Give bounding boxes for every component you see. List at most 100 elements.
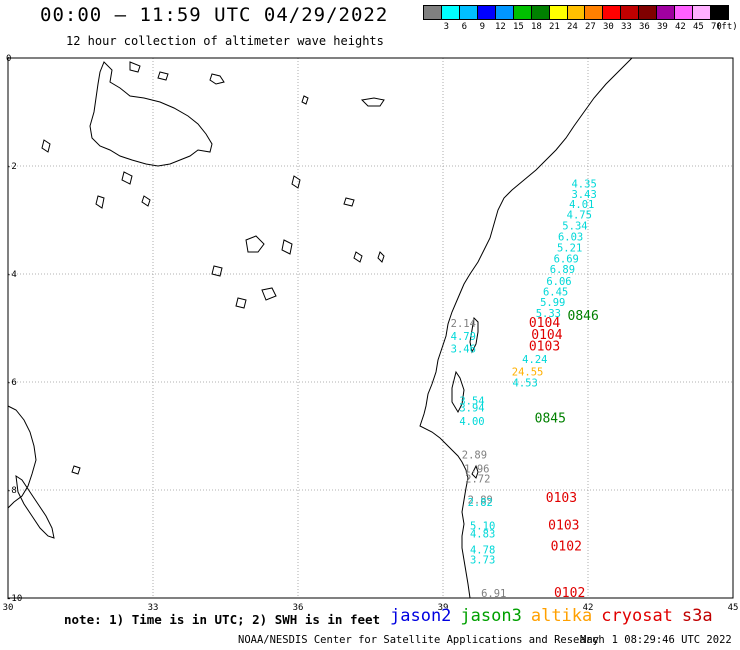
mainland-coastline: [419, 57, 633, 599]
lake-island: [157, 71, 169, 81]
wave-height-color-legend: [423, 5, 729, 20]
map-frame: [7, 57, 734, 599]
legend-swatch: [639, 6, 658, 19]
small-lake-4: [41, 139, 51, 153]
wave-height-value: 4.00: [459, 416, 484, 428]
small-lake-8: [141, 195, 151, 207]
legend-swatch: [513, 6, 532, 19]
small-lake-1: [209, 73, 225, 85]
legend-swatch: [495, 6, 514, 19]
satellite-legend: jason2 jason3 altika cryosat s3a: [390, 606, 722, 626]
generated-timestamp: May 1 08:29:46 UTC 2022: [580, 634, 732, 646]
zanzibar-island: [451, 370, 465, 414]
legend-swatch: [441, 6, 460, 19]
wave-height-value: 4.79: [451, 331, 476, 343]
small-lake-6: [95, 195, 105, 209]
page-title: 00:00 – 11:59 UTC 04/29/2022: [40, 4, 389, 26]
small-lake-14: [235, 297, 247, 309]
wave-height-value: 5.10: [470, 520, 495, 532]
longitude-tick-labels: 30 33 36 39 42 45: [3, 603, 739, 613]
small-lake-12: [211, 265, 223, 277]
latitude-label: 0: [6, 54, 11, 64]
longitude-label: 45: [728, 603, 739, 613]
wave-height-value: 4.24: [522, 354, 547, 366]
satellite-legend-jason2: jason2: [390, 606, 452, 626]
legend-swatch: [711, 6, 728, 19]
small-lake-9: [343, 197, 355, 207]
wave-height-value: 3.43: [571, 189, 596, 201]
longitude-label: 39: [438, 603, 449, 613]
pemba-island: [469, 316, 479, 354]
small-lake-2: [360, 97, 385, 107]
small-lake-3: [301, 95, 309, 105]
wave-height-value: 4.83: [470, 529, 495, 541]
legend-swatch: [603, 6, 622, 19]
legend-label: 70: [710, 22, 722, 32]
small-lake-15: [353, 251, 363, 263]
wave-height-value: 4.78: [470, 545, 495, 557]
small-lake-11: [281, 239, 293, 255]
legend-label: 24: [566, 22, 578, 32]
longitude-label: 33: [148, 603, 159, 613]
legend-label: 42: [674, 22, 686, 32]
legend-swatch: [531, 6, 550, 19]
wave-height-value: 6.03: [558, 232, 583, 244]
legend-label: 12: [494, 22, 506, 32]
small-lake-7: [291, 175, 301, 189]
pass-time-label: 0103: [548, 518, 579, 533]
pass-time-label: 0103: [529, 340, 560, 355]
legend-label: 39: [656, 22, 668, 32]
satellite-legend-altika: altika: [530, 606, 593, 626]
latitude-label: -4: [6, 270, 17, 280]
small-lake-17: [71, 465, 81, 475]
satellite-legend-s3a: s3a: [681, 606, 713, 626]
legend-label: 33: [620, 22, 632, 32]
wave-height-value: 5.33: [536, 308, 561, 320]
wave-height-value: 2.89: [462, 450, 487, 462]
pass-time-label: 0102: [551, 539, 582, 554]
legend-label: 36: [638, 22, 650, 32]
legend-swatch: [621, 6, 640, 19]
legend-swatch: [585, 6, 604, 19]
wave-height-value: 6.45: [543, 287, 568, 299]
pass-time-label: 0103: [546, 491, 577, 506]
wave-height-value: 5.99: [540, 297, 565, 309]
legend-label: 9: [479, 22, 486, 32]
lake-tanganyika-edge: [7, 405, 37, 509]
legend-label: 18: [530, 22, 542, 32]
legend-swatch: [657, 6, 676, 19]
map-border: [7, 57, 734, 599]
legend-swatch: [477, 6, 496, 19]
longitude-label: 36: [293, 603, 304, 613]
legend-label: 30: [602, 22, 614, 32]
legend-unit-label: (ft): [716, 22, 738, 32]
satellite-legend-jason3: jason3: [460, 606, 522, 626]
legend-label: 6: [461, 22, 468, 32]
credit-line: NOAA/NESDIS Center for Satellite Applica…: [238, 634, 605, 646]
wave-height-value: 2.89: [468, 495, 493, 507]
coastline: [7, 57, 633, 599]
footer-note: note: 1) Time is in UTC; 2) SWH is in fe…: [64, 612, 381, 627]
legend-label: 3: [443, 22, 450, 32]
longitude-label: 30: [3, 603, 14, 613]
wave-height-value: 6.89: [550, 264, 575, 276]
legend-label: 21: [548, 22, 560, 32]
latitude-label: -6: [6, 378, 17, 388]
latitude-label: -2: [6, 162, 17, 172]
lake-victoria-inlet: [129, 61, 141, 73]
wave-height-value: 6.69: [554, 254, 579, 266]
satellite-legend-cryosat: cryosat: [601, 606, 673, 626]
small-lake-10: [245, 235, 265, 253]
map-grid: [8, 58, 733, 598]
wave-height-value: 4.35: [571, 179, 596, 191]
wave-height-value: 6.91: [481, 588, 506, 600]
wave-height-observations: 4.353.434.014.755.346.035.216.696.896.06…: [451, 179, 599, 601]
legend-swatch: [567, 6, 586, 19]
wave-height-value: 4.53: [513, 377, 538, 389]
pass-time-label: 0102: [554, 586, 585, 601]
latitude-label: -8: [6, 486, 17, 496]
wave-height-legend-labels: 3 6 9 12 15 18 21 24 27 30 33 36 39 42 45 70: [423, 22, 733, 34]
lake-rukwa: [15, 474, 55, 539]
page-subtitle: 12 hour collection of altimeter wave hei…: [66, 34, 384, 48]
